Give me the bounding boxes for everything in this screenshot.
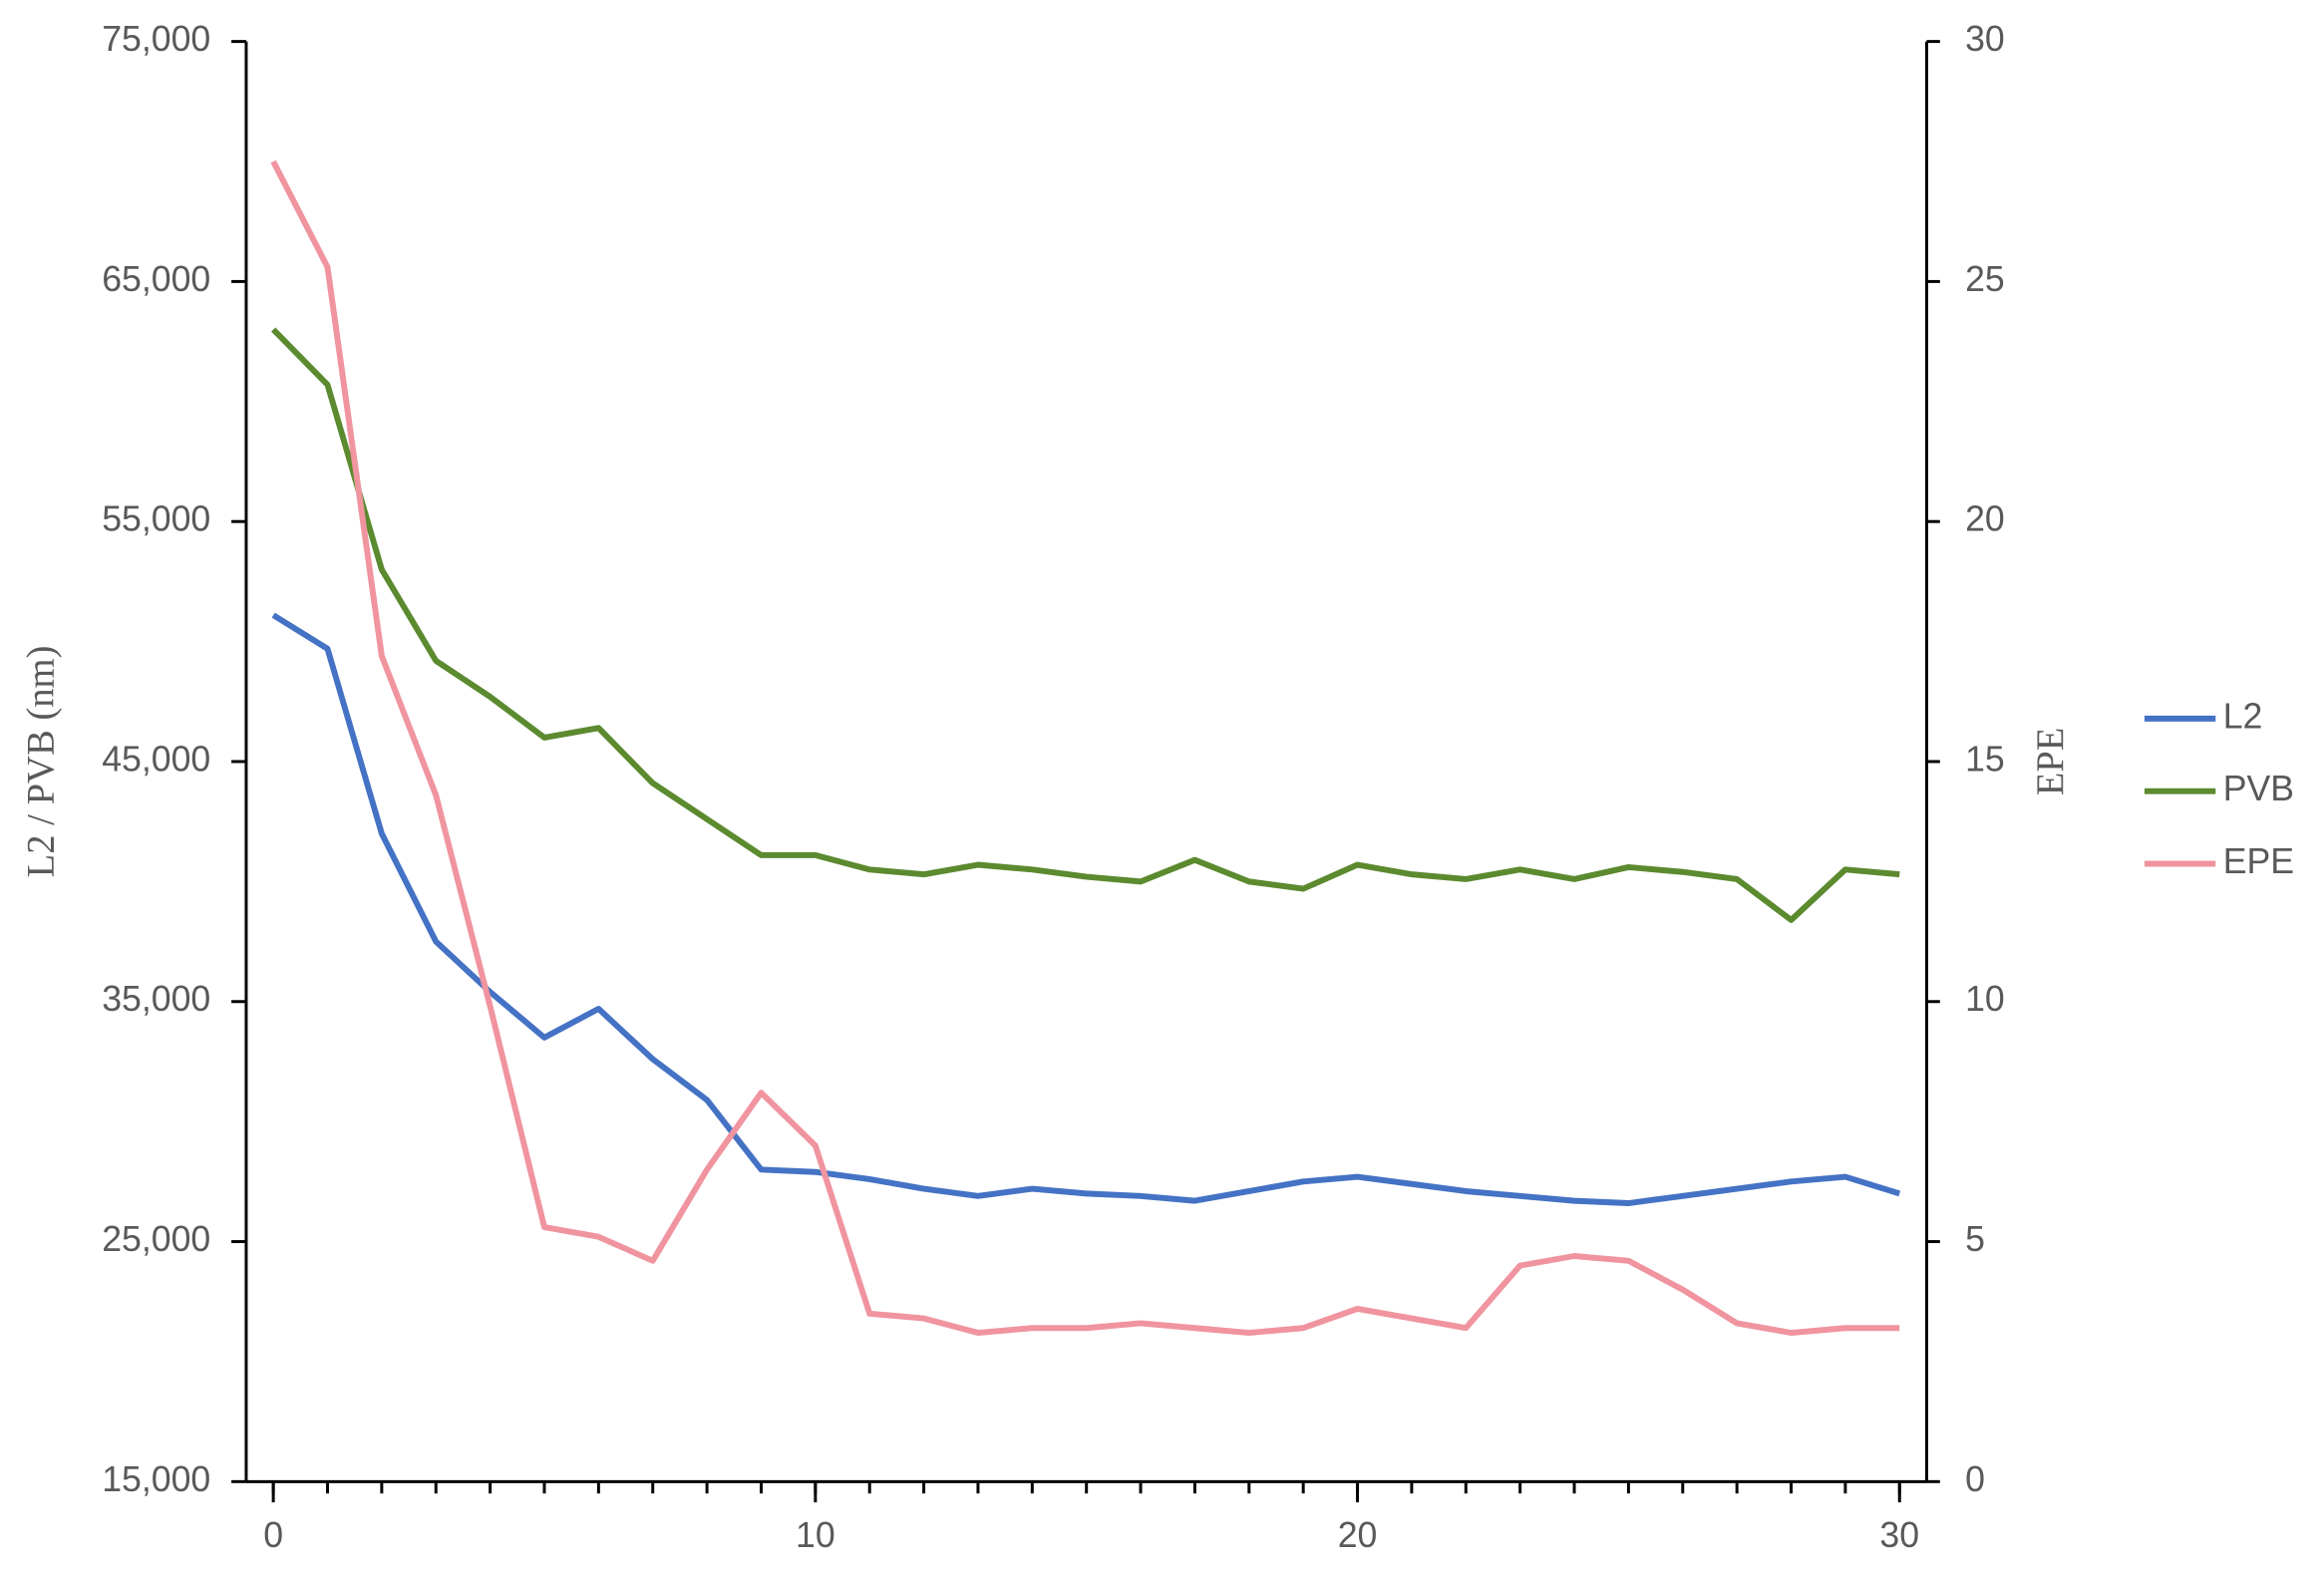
series-line (271, 612, 1901, 1206)
y2-tick-label: 15 (1965, 739, 2005, 779)
y-tick-label: 35,000 (102, 979, 210, 1019)
x-tick-label: 20 (1338, 1515, 1378, 1555)
y2-tick-label: 5 (1965, 1219, 1985, 1259)
y2-tick-label: 20 (1965, 499, 2005, 539)
legend-label: L2 (2223, 696, 2263, 736)
x-tick-label: 10 (796, 1515, 835, 1555)
y2-tick-label: 25 (1965, 259, 2005, 299)
y-tick-label: 15,000 (102, 1459, 210, 1499)
y2-tick-label: 0 (1965, 1459, 1985, 1499)
y-tick-label: 55,000 (102, 499, 210, 539)
y-tick-label: 65,000 (102, 259, 210, 299)
y2-tick-label: 30 (1965, 19, 2005, 59)
y2-axis-title: EPE (2030, 728, 2072, 796)
series-line (270, 159, 1900, 1337)
y-tick-label: 75,000 (102, 19, 210, 59)
x-tick-label: 0 (263, 1515, 283, 1555)
y-axis-title: L2 / PVB (nm) (21, 646, 63, 878)
y-tick-label: 45,000 (102, 739, 210, 779)
x-tick-label: 30 (1879, 1515, 1919, 1555)
y-tick-label: 25,000 (102, 1219, 210, 1259)
series-line (271, 327, 1900, 923)
legend-label: EPE (2223, 841, 2294, 881)
y2-tick-label: 10 (1965, 979, 2005, 1019)
legend-label: PVB (2223, 769, 2294, 808)
